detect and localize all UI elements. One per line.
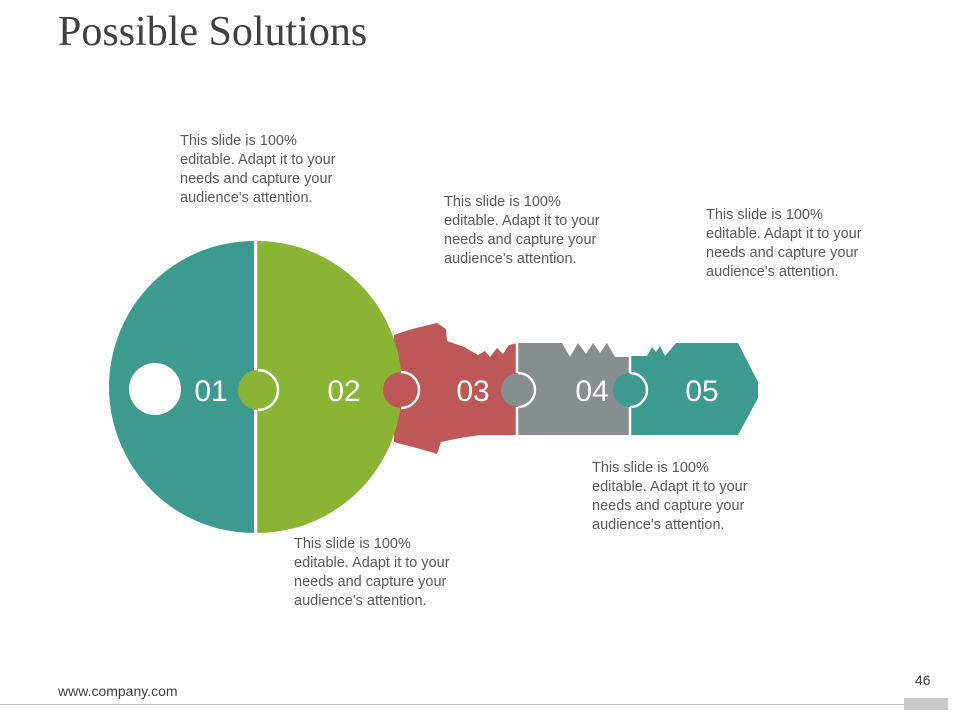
knob-seam [629, 371, 649, 409]
puzzle-knob-02 [238, 370, 278, 410]
note-05: This slide is 100% editable. Adapt it to… [706, 207, 862, 280]
footer-tab [904, 698, 948, 710]
puzzle-knob-04 [501, 373, 535, 407]
segment-number-03: 03 [456, 375, 489, 408]
puzzle-knob-05 [613, 373, 647, 407]
key-segment-05 [630, 343, 758, 435]
key-segment-01 [109, 241, 255, 533]
knob-seam [400, 370, 421, 410]
key-segment-04 [518, 343, 630, 435]
key-segment-03 [394, 323, 518, 454]
segment-number-04: 04 [575, 375, 608, 408]
segment-number-01: 01 [194, 375, 227, 408]
page-number: 46 [915, 672, 931, 688]
knob-seam [517, 371, 537, 409]
knob-seam [257, 368, 280, 412]
puzzle-knob-03 [383, 372, 419, 408]
note-02: This slide is 100% editable. Adapt it to… [294, 536, 450, 609]
segment-number-02: 02 [327, 375, 360, 408]
segment-number-05: 05 [685, 375, 718, 408]
note-03: This slide is 100% editable. Adapt it to… [444, 194, 600, 267]
note-04: This slide is 100% editable. Adapt it to… [592, 460, 748, 533]
slide-title: Possible Solutions [58, 9, 368, 55]
key-segment-02 [257, 241, 402, 533]
note-01: This slide is 100% editable. Adapt it to… [180, 133, 336, 206]
key-hole [129, 363, 181, 415]
footer-url: www.company.com [58, 683, 178, 699]
footer-divider [0, 704, 904, 705]
